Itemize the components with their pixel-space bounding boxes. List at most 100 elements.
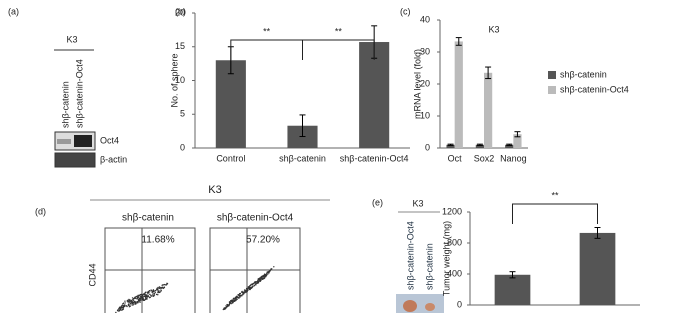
flow-plot bbox=[209, 227, 301, 313]
flow-dot bbox=[130, 304, 132, 306]
error-bar bbox=[476, 143, 483, 146]
flow-dot bbox=[149, 296, 151, 298]
flow-dot bbox=[129, 299, 132, 301]
flow-dot bbox=[136, 297, 139, 299]
flow-dot bbox=[119, 309, 121, 311]
x-tick-label: shβ-catenin-Oct4 bbox=[340, 153, 409, 163]
flow-dot bbox=[129, 305, 131, 308]
flow-dot bbox=[268, 272, 270, 274]
flow-dot bbox=[147, 295, 149, 298]
band-label: β-actin bbox=[100, 154, 127, 164]
annotation: ** bbox=[551, 190, 559, 200]
y-tick-label: 30 bbox=[420, 46, 430, 56]
flow-dot bbox=[118, 308, 120, 310]
flow-dot bbox=[242, 291, 245, 294]
flow-dot bbox=[238, 297, 240, 299]
flow-dot bbox=[124, 302, 126, 304]
flow-dot bbox=[147, 291, 149, 294]
flow-dot bbox=[128, 302, 130, 304]
flow-dot bbox=[157, 286, 159, 289]
flow-dot bbox=[133, 300, 136, 303]
x-tick-label: Nanog bbox=[500, 153, 527, 163]
flow-dot bbox=[144, 298, 147, 301]
panel-label: (b) bbox=[175, 6, 186, 16]
band-label: Oct4 bbox=[100, 135, 119, 145]
y-tick-label: 10 bbox=[175, 75, 185, 85]
flow-dot bbox=[247, 289, 249, 292]
y-tick-label: 5 bbox=[180, 109, 185, 119]
band bbox=[57, 139, 71, 144]
flow-ylabel: CD44 bbox=[87, 263, 97, 286]
flow-dot bbox=[248, 286, 250, 289]
flow-dot bbox=[166, 282, 169, 285]
flow-dot bbox=[139, 297, 142, 299]
flow-dot bbox=[118, 306, 121, 309]
flow-dot bbox=[131, 297, 134, 299]
flow-dot bbox=[123, 305, 125, 308]
flow-dot bbox=[156, 287, 158, 289]
tumor-photo bbox=[396, 294, 444, 313]
tumor bbox=[403, 300, 417, 312]
flow-dot bbox=[225, 305, 227, 307]
chart-title: K3 bbox=[488, 24, 499, 34]
flow-dot bbox=[254, 280, 256, 283]
flow-dot bbox=[256, 280, 258, 283]
flow-dot bbox=[132, 303, 134, 306]
flow-dot bbox=[226, 303, 228, 306]
bracket bbox=[302, 39, 375, 60]
flow-dot bbox=[132, 299, 134, 301]
flow-dot bbox=[161, 286, 164, 289]
image-title: K3 bbox=[412, 198, 423, 208]
flow-dot bbox=[157, 294, 159, 296]
flow-dot bbox=[223, 308, 226, 310]
flow-name: shβ-catenin bbox=[122, 213, 174, 224]
y-tick-label: 40 bbox=[420, 14, 430, 24]
flow-dot bbox=[250, 284, 252, 286]
flow-dot bbox=[139, 293, 142, 296]
flow-dot bbox=[236, 295, 238, 297]
flow-dot bbox=[154, 291, 156, 294]
flow-dot bbox=[237, 293, 240, 296]
lane-label: shβ-catenin-Oct4 bbox=[74, 59, 84, 128]
y-tick-label: 400 bbox=[447, 268, 462, 278]
flow-dot bbox=[239, 293, 242, 295]
flow-dot bbox=[265, 274, 267, 277]
flow-dot bbox=[246, 288, 249, 290]
flow-dot bbox=[156, 289, 158, 291]
y-tick-label: 20 bbox=[175, 7, 185, 17]
flow-dot bbox=[128, 299, 131, 301]
legend-swatch bbox=[548, 86, 556, 94]
flow-dot bbox=[234, 300, 236, 302]
flow-dot bbox=[116, 309, 119, 312]
flow-dot bbox=[152, 294, 154, 296]
flow-dot bbox=[152, 292, 154, 294]
flow-dot bbox=[139, 295, 141, 297]
x-tick-label: shβ-catenin bbox=[279, 153, 326, 163]
x-tick-label: Sox2 bbox=[474, 153, 495, 163]
flow-dot bbox=[253, 285, 255, 287]
bar bbox=[475, 144, 484, 148]
y-tick-label: 1200 bbox=[442, 206, 462, 216]
y-tick-label: 0 bbox=[425, 142, 430, 152]
error-bar bbox=[509, 271, 516, 279]
flow-dot bbox=[230, 302, 232, 305]
flow-dot bbox=[260, 277, 262, 279]
flow-dot bbox=[261, 275, 264, 278]
flow-dot bbox=[130, 301, 132, 304]
flow-percent: 57.20% bbox=[246, 235, 280, 246]
flow-dot bbox=[266, 271, 268, 274]
flow-dot bbox=[142, 294, 144, 297]
flow-dot bbox=[134, 296, 137, 298]
bar bbox=[513, 134, 522, 148]
flow-dot bbox=[157, 290, 159, 293]
bar bbox=[505, 144, 514, 148]
panel-label: (e) bbox=[372, 197, 383, 207]
lane-label: shβ-catenin bbox=[424, 243, 434, 290]
flow-dot bbox=[143, 295, 145, 298]
y-tick-label: 15 bbox=[175, 41, 185, 51]
flow-dot bbox=[228, 301, 231, 303]
flow-dot bbox=[242, 294, 244, 296]
error-bar bbox=[455, 37, 462, 46]
flow-dot bbox=[160, 287, 163, 289]
